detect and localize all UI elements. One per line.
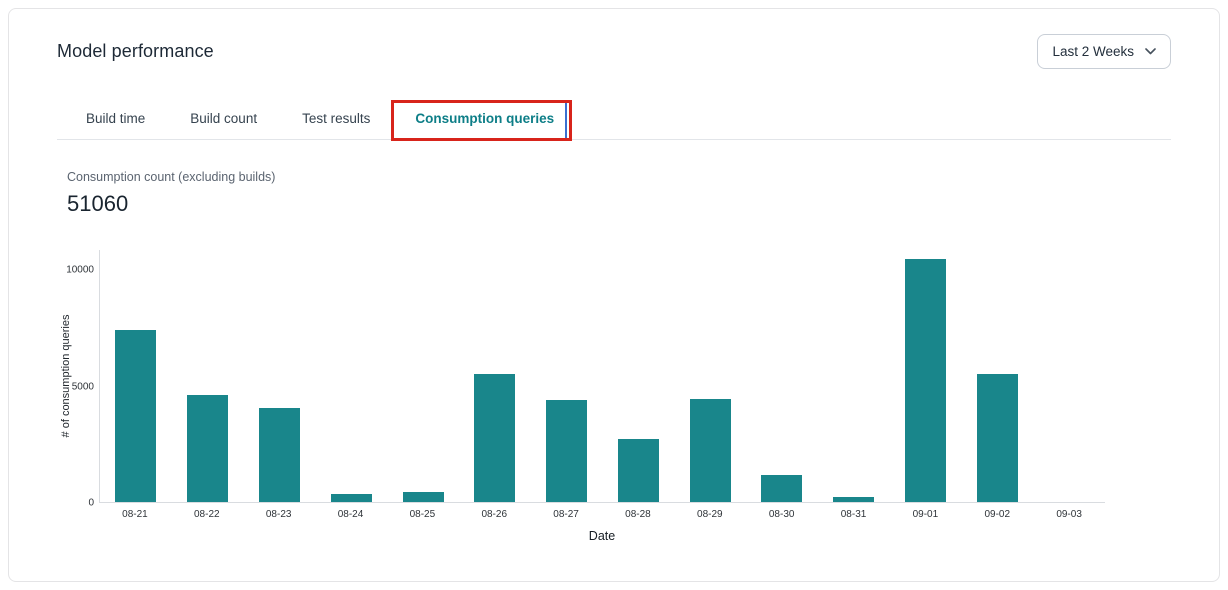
x-tick-09-03: 09-03 (1056, 509, 1082, 520)
bar-slot-08-24 (315, 493, 387, 502)
bar-slot-08-23 (244, 408, 316, 502)
x-tick-08-28: 08-28 (625, 509, 651, 520)
tab-consumption-queries[interactable]: Consumption queries (391, 100, 573, 141)
bar-08-30 (761, 475, 803, 502)
page-title: Model performance (57, 41, 214, 61)
bar-08-21 (115, 330, 157, 502)
tab-bar: Build time Build count Test results Cons… (57, 100, 1171, 141)
x-tick-09-02: 09-02 (984, 509, 1011, 520)
x-tick-08-30: 08-30 (768, 509, 795, 520)
bar-slot-08-30 (746, 475, 818, 502)
bar-09-01 (904, 259, 946, 502)
bar-slot-08-31 (818, 497, 890, 502)
x-tick-08-29: 08-29 (697, 509, 723, 520)
card-header: Model performance Last 2 Weeks (57, 9, 1171, 69)
bar-08-26 (474, 374, 516, 502)
x-tick-08-31: 08-31 (840, 509, 867, 520)
plot-area (99, 250, 1105, 503)
time-range-dropdown[interactable]: Last 2 Weeks (1037, 34, 1171, 69)
bar-slot-08-21 (100, 330, 172, 502)
bar-slot-08-29 (674, 398, 746, 502)
consumption-queries-chart: # of consumption queries 0 5000 10000 08-2… (57, 250, 1171, 543)
x-tick-08-22: 08-22 (194, 509, 220, 520)
tab-build-count[interactable]: Build count (190, 100, 257, 139)
bar-08-23 (258, 408, 300, 502)
bar-08-22 (187, 394, 229, 502)
bar-08-24 (330, 493, 372, 502)
stat-value: 51060 (67, 191, 129, 216)
consumption-count-stat: Consumption count (excluding builds) 510… (57, 170, 1171, 217)
x-tick-08-23: 08-23 (265, 509, 292, 520)
bar-slot-09-01 (890, 259, 962, 502)
y-axis-ticks: 0 5000 10000 (57, 250, 99, 509)
chevron-down-icon (1145, 48, 1156, 55)
bar-slot-08-22 (172, 394, 244, 502)
bar-slot-08-28 (602, 439, 674, 502)
bar-slot-08-25 (387, 492, 459, 502)
x-tick-08-24: 08-24 (337, 509, 364, 520)
x-tick-09-01: 09-01 (912, 509, 939, 520)
bar-08-28 (617, 439, 659, 502)
y-tick-0: 0 (88, 497, 94, 509)
bar-08-27 (546, 399, 588, 502)
x-axis-ticks: 08-21 08-22 08-23 08-24 08-25 08-26 08-27 08-28… (99, 509, 1105, 520)
x-tick-08-25: 08-25 (409, 509, 436, 520)
x-tick-08-26: 08-26 (481, 509, 508, 520)
focus-outline-fragment (565, 102, 568, 140)
bar-slot-09-02 (961, 373, 1033, 502)
tab-consumption-queries-label: Consumption queries (415, 111, 555, 126)
bar-08-31 (833, 497, 875, 502)
bar-09-02 (976, 373, 1018, 502)
x-tick-08-27: 08-27 (553, 509, 579, 520)
bar-slot-08-26 (459, 374, 531, 502)
x-axis-title: Date (588, 529, 616, 543)
tab-build-time[interactable]: Build time (86, 100, 145, 139)
model-performance-card: Model performance Last 2 Weeks Build tim… (8, 8, 1220, 582)
bar-08-29 (689, 398, 731, 502)
stat-label: Consumption count (excluding builds) (67, 170, 276, 184)
bar-08-25 (402, 492, 444, 502)
y-tick-10000: 10000 (66, 264, 94, 276)
bar-slot-08-27 (531, 399, 603, 502)
y-tick-5000: 5000 (71, 381, 94, 392)
x-tick-08-21: 08-21 (122, 509, 148, 520)
tab-test-results[interactable]: Test results (302, 100, 370, 139)
time-range-value: Last 2 Weeks (1052, 44, 1134, 59)
